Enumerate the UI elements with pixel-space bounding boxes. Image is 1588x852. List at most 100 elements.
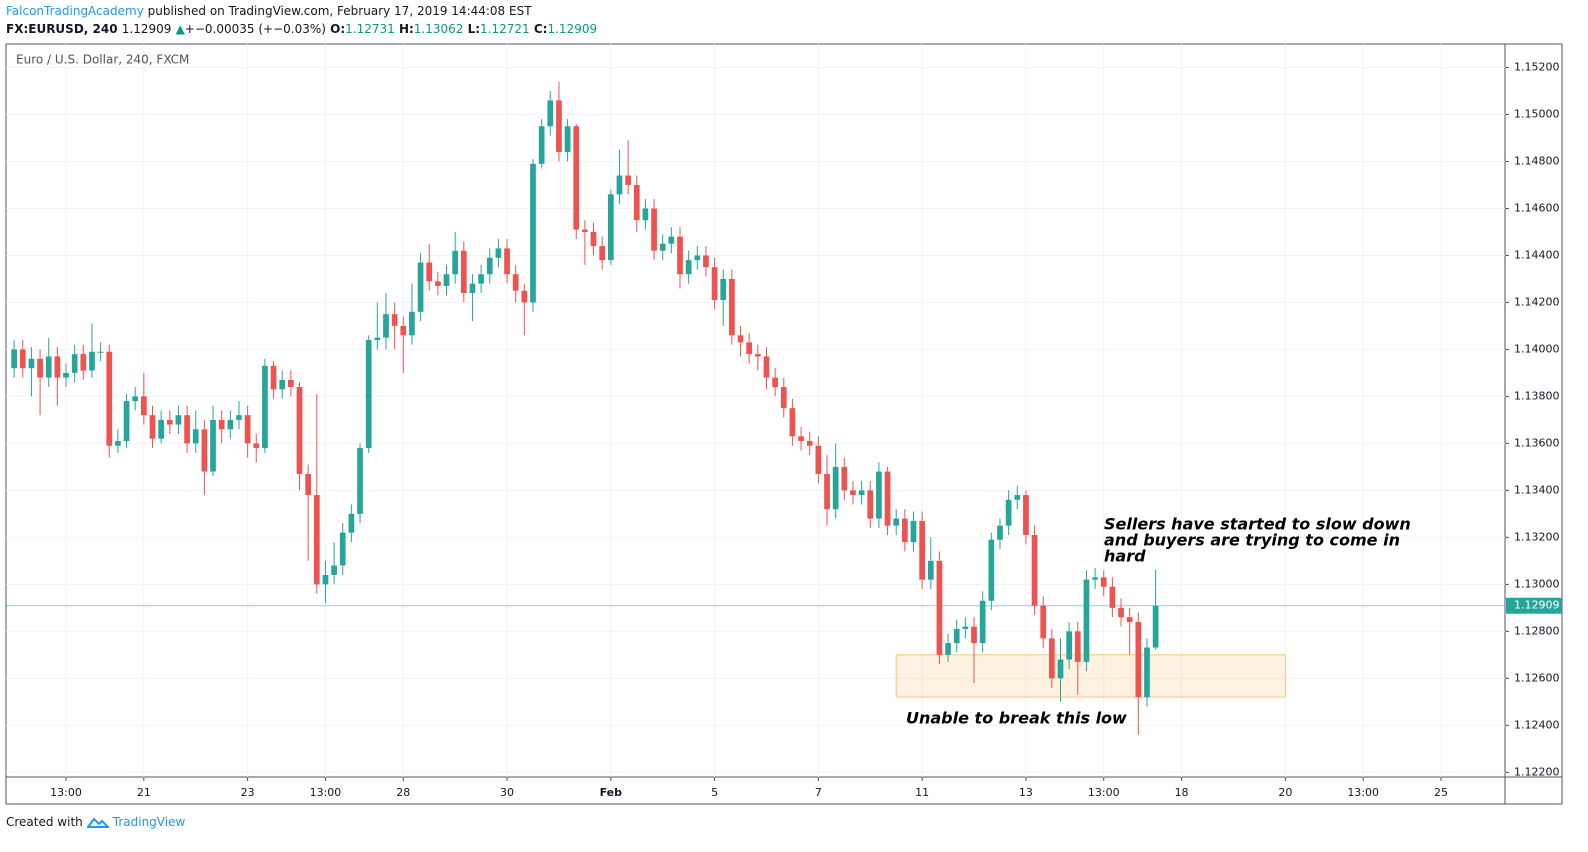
y-tick-label: 1.13600 xyxy=(1514,436,1560,449)
candle-body xyxy=(884,471,891,526)
candle-body xyxy=(244,415,251,444)
candle-body xyxy=(1118,607,1124,618)
candle-body xyxy=(218,419,225,430)
candle-body xyxy=(469,283,476,294)
x-tick-label: 13:00 xyxy=(310,786,342,799)
candle-body xyxy=(953,628,960,644)
candle-body xyxy=(279,379,286,390)
author[interactable]: FalconTradingAcademy xyxy=(6,4,144,18)
candle-body xyxy=(374,337,381,341)
candle-body xyxy=(132,396,139,402)
candle-body xyxy=(400,325,407,336)
x-tick-label: 28 xyxy=(396,786,410,799)
candle-body xyxy=(106,351,113,446)
candle-body xyxy=(192,429,199,444)
candle-body xyxy=(1100,577,1107,587)
candle-body xyxy=(1005,499,1012,526)
candle-body xyxy=(365,340,372,449)
x-tick-label: 11 xyxy=(915,786,929,799)
support-zone xyxy=(895,654,1286,698)
candle-body xyxy=(426,262,433,282)
candle-body xyxy=(1152,605,1159,648)
candle-body xyxy=(832,466,839,510)
candle-body xyxy=(1092,577,1098,580)
candle-body xyxy=(201,429,208,472)
candle-body xyxy=(45,356,52,378)
candle-body xyxy=(538,126,545,164)
candle-body xyxy=(158,419,164,439)
candle-body xyxy=(772,377,778,388)
candle-body xyxy=(460,250,467,294)
candle-body xyxy=(651,208,657,251)
candle-body xyxy=(858,490,865,496)
candle-body xyxy=(478,274,484,284)
price: 1.12909 xyxy=(121,22,172,36)
l-label: L: xyxy=(467,22,481,36)
candle-body xyxy=(210,419,216,472)
candle-body xyxy=(841,466,848,491)
o-value: 1.12731 xyxy=(345,22,395,36)
y-tick-label: 1.14400 xyxy=(1514,248,1560,261)
h-label: H: xyxy=(398,22,414,36)
y-tick-label: 1.13800 xyxy=(1514,389,1560,402)
y-tick-label: 1.14600 xyxy=(1514,201,1560,214)
frame xyxy=(5,43,1563,805)
candle-body xyxy=(305,473,312,496)
candle-body xyxy=(54,356,61,378)
candle-body xyxy=(80,354,87,371)
candle-body xyxy=(391,314,398,326)
candle-body xyxy=(530,163,536,303)
brand[interactable]: TradingView xyxy=(112,815,186,829)
annotation: hard xyxy=(1104,547,1146,566)
candle-body xyxy=(729,278,735,336)
candle-body xyxy=(867,490,874,519)
y-tick-label: 1.15000 xyxy=(1514,107,1560,120)
candle-body xyxy=(850,490,856,496)
candle-body xyxy=(720,278,727,301)
candle-body xyxy=(140,396,147,416)
x-tick-label: 5 xyxy=(711,786,718,799)
candle-body xyxy=(988,539,995,601)
y-tick-label: 1.13200 xyxy=(1514,530,1560,543)
candle-body xyxy=(184,415,190,444)
candle-body xyxy=(504,248,510,275)
candle-body xyxy=(927,560,934,580)
o-label: O: xyxy=(330,22,346,36)
candle-body xyxy=(616,175,623,195)
x-tick-label: 13:00 xyxy=(50,786,82,799)
y-tick-label: 1.14000 xyxy=(1514,342,1560,355)
created-with: Created with xyxy=(6,815,83,829)
candle-body xyxy=(452,250,459,275)
y-tick-label: 1.13400 xyxy=(1514,483,1560,496)
x-tick-label: 18 xyxy=(1175,786,1189,799)
annotation: Sellers have started to slow down xyxy=(1104,515,1411,534)
candle-body xyxy=(936,560,943,655)
candle-body xyxy=(495,248,502,258)
candle-body xyxy=(331,565,337,575)
candle-body xyxy=(919,520,925,580)
candle-body xyxy=(270,365,277,390)
candle-body xyxy=(348,513,355,533)
candle-body xyxy=(971,626,977,644)
last-price-label: 1.12909 xyxy=(1514,599,1560,612)
candle-body xyxy=(512,274,519,291)
candle-body xyxy=(824,473,830,510)
candle-body xyxy=(685,260,692,275)
arrow: ▲ xyxy=(175,22,185,36)
candle-body xyxy=(997,525,1003,540)
candle-body xyxy=(123,401,130,442)
candle-body xyxy=(564,126,571,153)
candle-body xyxy=(1083,579,1090,662)
candle-body xyxy=(296,387,303,474)
y-tick-label: 1.12600 xyxy=(1514,671,1560,684)
grid xyxy=(6,44,1505,777)
publish-line: FalconTradingAcademy published on Tradin… xyxy=(6,4,532,18)
x-tick-label: Feb xyxy=(600,786,623,799)
candle-body xyxy=(236,415,242,420)
candle-body xyxy=(1066,631,1073,660)
candle-body xyxy=(37,358,43,378)
candle-body xyxy=(97,351,104,353)
x-tick-label: 13:00 xyxy=(1347,786,1379,799)
symbol-line: FX:EURUSD, 240 1.12909 ▲+−0.00035 (+−0.0… xyxy=(6,22,597,36)
